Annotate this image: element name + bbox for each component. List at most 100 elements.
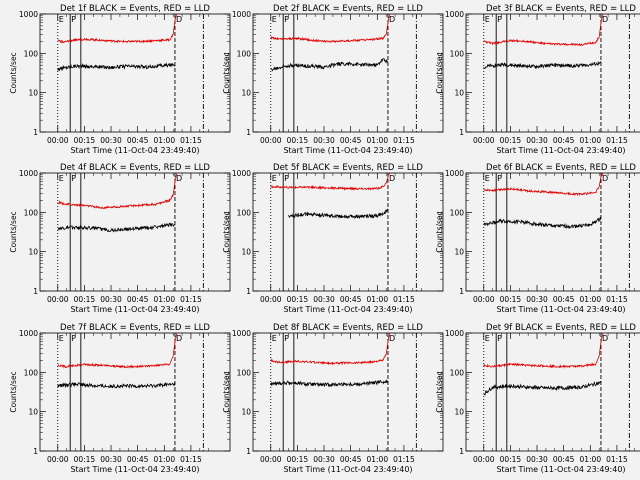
marker-label: D	[602, 334, 608, 343]
x-tick-label: 00:00	[260, 455, 282, 464]
x-axis-label: Start Time (11-Oct-04 23:49:40)	[70, 305, 199, 314]
y-axis-label: Counts/sec	[9, 211, 18, 252]
y-axis-label: Counts/sec	[9, 371, 18, 412]
y-tick-label: 1	[459, 447, 464, 456]
x-tick-label: 00:45	[340, 295, 362, 304]
x-tick-label: 00:15	[74, 295, 96, 304]
x-tick-label: 00:45	[340, 455, 362, 464]
series-lld-line	[483, 172, 604, 197]
marker-label: P	[497, 15, 502, 24]
x-tick-label: 00:15	[500, 455, 522, 464]
y-tick-label: 10	[241, 89, 251, 98]
x-tick-label: 00:45	[553, 455, 575, 464]
chart-title: Det 7f BLACK = Events, RED = LLD	[60, 323, 210, 333]
marker-label: D	[602, 174, 608, 183]
marker-label: E	[485, 174, 490, 183]
y-tick-label: 100	[237, 49, 252, 58]
y-tick-label: 10	[28, 89, 38, 98]
marker-label: P	[497, 334, 502, 343]
x-tick-label: 00:15	[287, 295, 309, 304]
plot-frame	[252, 332, 444, 452]
x-axis-label: Start Time (11-Oct-04 23:49:40)	[496, 146, 625, 155]
y-tick-label: 10	[241, 408, 251, 417]
chart-panel-4: Det 4f BLACK = Events, RED = LLD 1 10 100 10…	[9, 163, 231, 314]
marker-label: P	[71, 15, 76, 24]
y-axis-label: Counts/sec	[222, 211, 231, 252]
x-tick-label: 00:15	[287, 136, 309, 145]
x-tick-label: 01:15	[393, 295, 415, 304]
x-tick-label: 01:00	[579, 455, 601, 464]
x-tick-label: 00:00	[260, 295, 282, 304]
marker-label: D	[176, 15, 182, 24]
y-axis-label: Counts/sec	[435, 371, 444, 412]
x-tick-label: 01:15	[180, 136, 202, 145]
x-tick-label: 01:15	[180, 295, 202, 304]
x-tick-label: 00:30	[526, 136, 548, 145]
marker-label: P	[71, 174, 76, 183]
x-tick-label: 00:00	[473, 295, 495, 304]
series-lld-line	[270, 332, 391, 366]
x-tick-label: 00:15	[74, 136, 96, 145]
y-tick-label: 100	[24, 368, 39, 377]
marker-label: P	[284, 15, 289, 24]
y-tick-label: 1000	[445, 169, 464, 178]
plot-frame	[465, 332, 640, 452]
x-tick-label: 01:00	[579, 295, 601, 304]
x-tick-label: 00:15	[500, 295, 522, 304]
series-events-line	[270, 379, 389, 388]
marker-label: D	[176, 334, 182, 343]
y-axis-label: Counts/sec	[9, 52, 18, 93]
x-tick-label: 01:15	[393, 455, 415, 464]
y-tick-label: 1	[459, 128, 464, 137]
y-tick-label: 100	[450, 208, 465, 217]
marker-label: P	[284, 334, 289, 343]
x-tick-label: 00:00	[260, 136, 282, 145]
x-tick-label: 01:00	[153, 455, 175, 464]
x-tick-label: 00:00	[473, 455, 495, 464]
chart-title: Det 1f BLACK = Events, RED = LLD	[60, 4, 210, 14]
series-lld-line	[483, 13, 604, 47]
marker-label: P	[71, 334, 76, 343]
y-tick-label: 100	[237, 208, 252, 217]
chart-title: Det 4f BLACK = Events, RED = LLD	[60, 163, 210, 173]
chart-title: Det 2f BLACK = Events, RED = LLD	[273, 4, 423, 14]
marker-label: E	[485, 15, 490, 24]
plot-frame	[252, 172, 444, 292]
x-axis-label: Start Time (11-Oct-04 23:49:40)	[496, 465, 625, 474]
x-tick-label: 00:30	[100, 136, 122, 145]
marker-label: P	[497, 174, 502, 183]
plot-frame	[39, 172, 231, 292]
chart-panel-2: Det 2f BLACK = Events, RED = LLD 1 10 100 10…	[222, 4, 444, 155]
y-tick-label: 10	[241, 248, 251, 257]
chart-panel-8: Det 8f BLACK = Events, RED = LLD 1 10 100 10…	[222, 323, 444, 474]
y-tick-label: 100	[237, 368, 252, 377]
x-tick-label: 00:00	[47, 295, 69, 304]
y-tick-label: 10	[454, 89, 464, 98]
x-tick-label: 01:00	[153, 295, 175, 304]
marker-label: E	[272, 15, 277, 24]
y-tick-label: 1000	[232, 169, 251, 178]
y-tick-label: 10	[454, 408, 464, 417]
x-tick-label: 00:30	[313, 295, 335, 304]
marker-label: D	[389, 174, 395, 183]
x-axis-label: Start Time (11-Oct-04 23:49:40)	[283, 146, 412, 155]
x-axis-label: Start Time (11-Oct-04 23:49:40)	[70, 146, 199, 155]
y-tick-label: 1	[246, 447, 251, 456]
x-tick-label: 01:15	[393, 136, 415, 145]
series-events-line	[483, 216, 602, 230]
y-tick-label: 10	[454, 248, 464, 257]
y-tick-label: 1000	[19, 329, 38, 338]
series-events-line	[483, 60, 602, 70]
x-tick-label: 00:15	[74, 455, 96, 464]
series-lld-line	[270, 13, 391, 44]
chart-title: Det 8f BLACK = Events, RED = LLD	[273, 323, 423, 333]
y-tick-label: 1000	[19, 169, 38, 178]
y-tick-label: 1000	[232, 329, 251, 338]
series-events-line	[57, 222, 176, 233]
chart-panel-3: Det 3f BLACK = Events, RED = LLD 1 10 100 10…	[435, 4, 640, 155]
x-tick-label: 00:45	[127, 455, 149, 464]
y-tick-label: 100	[450, 368, 465, 377]
marker-label: E	[59, 174, 64, 183]
